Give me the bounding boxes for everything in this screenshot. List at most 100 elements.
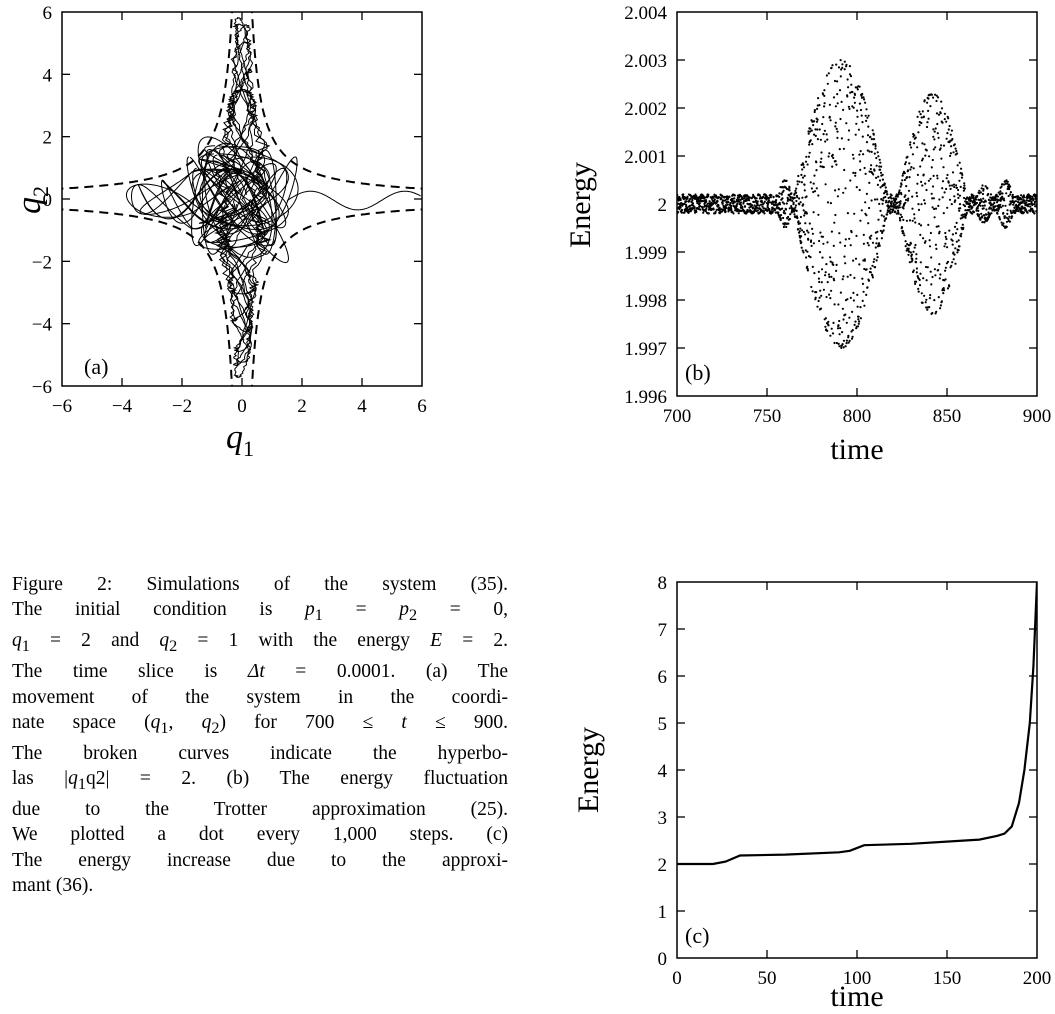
energy-dot: [911, 219, 914, 222]
energy-dot: [767, 201, 770, 204]
energy-dot: [938, 198, 941, 201]
energy-dot: [828, 293, 831, 296]
panel-c-ticks: 0 50 100 150 200 0 1 2 3 4 5 6 7 8: [658, 573, 1052, 989]
energy-dot: [968, 202, 972, 205]
energy-dot: [936, 177, 939, 180]
energy-dot: [810, 239, 813, 242]
energy-dot: [999, 190, 1002, 193]
energy-dot: [875, 156, 878, 160]
energy-dot: [918, 278, 921, 281]
energy-dot: [814, 128, 817, 131]
energy-dot: [716, 200, 719, 203]
energy-dot: [934, 127, 937, 130]
energy-dot: [932, 128, 935, 131]
energy-dot: [857, 318, 860, 321]
energy-dot: [768, 201, 772, 204]
energy-dot: [942, 166, 945, 169]
energy-dot: [1001, 195, 1004, 198]
energy-dot: [836, 130, 839, 133]
y-tick-label: 0: [658, 949, 668, 970]
energy-dot: [811, 265, 814, 268]
energy-dot: [822, 166, 825, 169]
energy-dot: [691, 198, 694, 202]
energy-dot: [906, 169, 910, 172]
energy-dot: [1028, 203, 1031, 206]
energy-dot: [693, 206, 696, 209]
x-tick-label: 100: [843, 968, 872, 989]
caption-line: due to the Trotter approximation (25).: [12, 799, 508, 821]
energy-dot: [824, 183, 827, 186]
energy-dot: [900, 183, 903, 186]
energy-dot: [883, 182, 886, 185]
energy-dot: [860, 94, 863, 97]
energy-dot: [838, 148, 841, 151]
energy-dot: [924, 154, 927, 157]
energy-dot: [827, 320, 830, 323]
y-tick-label: 4: [658, 761, 668, 782]
energy-dot: [911, 207, 914, 210]
energy-dot: [927, 97, 930, 100]
energy-dot: [915, 280, 918, 283]
energy-dot: [982, 197, 985, 200]
energy-dot: [865, 214, 868, 217]
energy-dot: [956, 152, 959, 155]
energy-dot: [737, 212, 740, 215]
energy-dot: [727, 201, 730, 204]
energy-dot: [1027, 205, 1030, 208]
energy-dot: [851, 329, 854, 332]
energy-dot: [894, 210, 897, 213]
energy-dot: [954, 199, 957, 202]
energy-dot: [879, 168, 882, 171]
energy-dot: [1016, 200, 1020, 204]
energy-dot: [981, 192, 985, 196]
energy-dot: [798, 230, 801, 233]
energy-dot: [948, 198, 952, 201]
energy-dot: [879, 209, 882, 212]
energy-dot: [680, 211, 683, 214]
energy-dot: [917, 131, 920, 134]
energy-dot: [938, 277, 941, 280]
energy-dot: [841, 343, 844, 346]
energy-dot: [834, 125, 837, 128]
energy-dot: [1035, 204, 1037, 207]
energy-dot: [1006, 212, 1009, 215]
energy-dot: [918, 110, 921, 113]
energy-dot: [837, 66, 841, 69]
energy-dot: [815, 169, 818, 172]
energy-dot: [743, 199, 746, 203]
energy-dot: [794, 206, 797, 209]
energy-dot: [871, 264, 874, 267]
y-tick-label: 2.001: [624, 147, 667, 168]
energy-dot: [810, 244, 813, 247]
energy-dot: [922, 277, 925, 280]
energy-dot: [763, 212, 766, 215]
energy-dot: [935, 94, 938, 97]
energy-dot: [802, 203, 805, 206]
energy-dot: [941, 196, 944, 199]
energy-dot: [745, 199, 748, 202]
energy-dot: [832, 156, 835, 159]
energy-dot: [842, 191, 845, 194]
energy-dot: [781, 197, 784, 200]
energy-dot: [835, 269, 838, 272]
energy-dot: [912, 250, 915, 253]
energy-dot: [868, 206, 871, 210]
energy-dot: [1006, 182, 1009, 185]
energy-dot: [907, 247, 910, 250]
energy-dot: [1033, 212, 1036, 215]
energy-dot: [805, 195, 808, 198]
energy-dot: [903, 172, 906, 175]
energy-dot: [854, 133, 857, 136]
energy-dot: [910, 166, 913, 169]
energy-dot: [704, 196, 707, 199]
energy-dot: [925, 188, 928, 192]
energy-dot: [889, 202, 893, 205]
energy-dot: [896, 209, 900, 212]
energy-dot: [900, 193, 903, 196]
energy-dot: [766, 196, 769, 199]
energy-dot: [881, 173, 884, 176]
energy-dot: [770, 202, 774, 205]
x-tick-label: −6: [52, 396, 72, 417]
energy-dot: [924, 301, 927, 304]
energy-dot: [727, 210, 730, 213]
